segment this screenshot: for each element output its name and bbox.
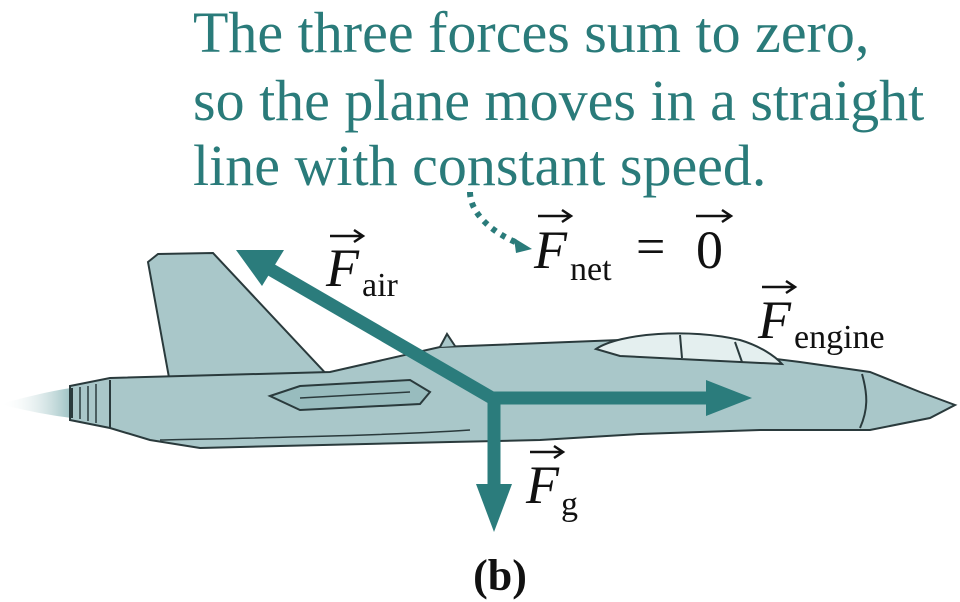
- canopy: [593, 332, 785, 366]
- fengine-subscript: engine: [794, 319, 885, 356]
- intake-line: [159, 429, 471, 441]
- antenna: [439, 332, 456, 348]
- vector-arrow-fengine: [762, 279, 798, 295]
- exhaust-plume: [0, 388, 72, 418]
- force-air-arrowhead: [236, 250, 284, 286]
- fnet-subscript: net: [570, 251, 612, 288]
- nose-line: [859, 373, 868, 429]
- vector-arrow-zero: [696, 208, 734, 224]
- canopy-frame-2: [734, 341, 743, 363]
- caption-line-3: line with constant speed.: [193, 133, 767, 198]
- caption-pointer-head: [514, 238, 532, 253]
- net-force-equation: F net = 0: [533, 208, 734, 288]
- fg-subscript: g: [561, 486, 578, 523]
- fair-subscript: air: [362, 267, 399, 304]
- caption-line-1: The three forces sum to zero,: [193, 0, 870, 65]
- force-engine-arrowhead: [706, 380, 752, 416]
- tail-fin: [146, 251, 333, 385]
- force-air-arrow-shaft: [264, 262, 496, 404]
- caption-pointer-dotted: [467, 191, 522, 247]
- fengine-symbol: F: [757, 290, 792, 350]
- vector-arrow-fair: [330, 228, 366, 244]
- force-engine-label: F engine: [757, 279, 885, 356]
- force-gravity-arrowhead: [476, 484, 512, 532]
- canopy-frame-1: [679, 334, 683, 359]
- zero-vector: 0: [696, 220, 723, 280]
- force-arrows: [236, 250, 752, 532]
- panel-label: (b): [473, 551, 527, 600]
- wing-panel: [299, 391, 411, 399]
- vector-arrow-fg: [530, 444, 566, 460]
- force-air-label: F air: [325, 228, 399, 304]
- fg-symbol: F: [525, 455, 560, 515]
- vector-arrow-fnet: [538, 208, 574, 224]
- fair-symbol: F: [325, 238, 360, 298]
- equals-sign: =: [636, 219, 665, 276]
- caption-line-2: so the plane moves in a straight: [193, 68, 925, 133]
- force-gravity-label: F g: [525, 444, 578, 523]
- fnet-symbol: F: [533, 220, 568, 280]
